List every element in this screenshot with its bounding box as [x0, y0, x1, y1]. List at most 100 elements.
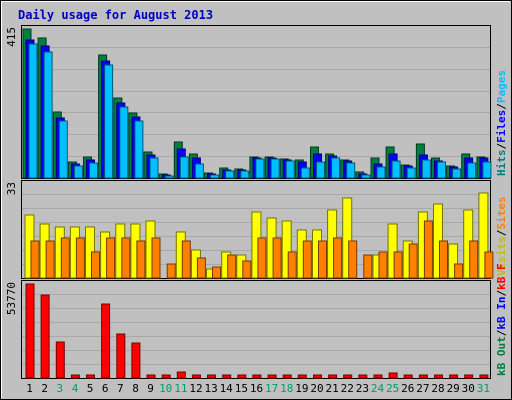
bar-sites-day-22 [348, 240, 358, 279]
legend-middle: Visits/Sites [495, 197, 508, 277]
bar-kb-f-day-30 [464, 374, 474, 379]
bar-pages-day-1 [28, 43, 38, 179]
bar-sites-day-11 [181, 240, 191, 279]
bar-sites-day-31 [484, 251, 494, 279]
bar-visits-day-25 [387, 223, 398, 279]
day-label-25: 25 [386, 382, 399, 395]
bar-pages-day-6 [104, 64, 114, 179]
day-label-17: 17 [265, 382, 278, 395]
bar-visits-day-29 [448, 243, 459, 279]
bar-pages-day-12 [194, 163, 204, 179]
bar-pages-day-31 [482, 161, 492, 179]
bar-sites-day-17 [272, 237, 282, 279]
day-label-28: 28 [431, 382, 444, 395]
day-label-2: 2 [41, 382, 48, 395]
bar-pages-day-24 [376, 166, 386, 179]
chart-title: Daily usage for August 2013 [18, 8, 213, 22]
bar-pages-day-23 [361, 174, 371, 179]
bar-pages-day-26 [406, 167, 416, 179]
bar-visits-day-18 [281, 220, 292, 279]
day-label-1: 1 [26, 382, 33, 395]
bar-visits-day-22 [342, 197, 353, 279]
legend-top: Hits/Files/Pages [495, 70, 508, 176]
bar-kb-f-day-19 [297, 374, 307, 379]
bar-pages-day-10 [164, 175, 174, 179]
bar-sites-day-15 [242, 260, 252, 279]
series-kb-f [25, 283, 489, 379]
legend-entry: Visits [495, 236, 508, 276]
bar-pages-day-14 [225, 170, 235, 179]
bar-sites-day-28 [439, 240, 448, 279]
bar-kb-f-day-29 [449, 374, 459, 379]
bar-kb-f-day-11 [176, 371, 186, 379]
bar-sites-day-10 [166, 263, 176, 279]
bar-pages-day-16 [255, 158, 265, 179]
bar-kb-f-day-28 [434, 374, 443, 379]
bar-sites-day-8 [136, 240, 146, 279]
day-label-30: 30 [462, 382, 475, 395]
day-label-11: 11 [174, 382, 187, 395]
legend-entry: kB Out [495, 336, 508, 376]
day-label-22: 22 [341, 382, 354, 395]
day-label-6: 6 [102, 382, 109, 395]
bar-pages-day-9 [149, 157, 159, 179]
day-label-10: 10 [159, 382, 172, 395]
day-label-9: 9 [147, 382, 154, 395]
bar-pages-day-20 [316, 161, 325, 179]
bar-kb-f-day-2 [40, 294, 50, 379]
legend-entry: kB In [495, 297, 508, 330]
bar-sites-day-21 [333, 237, 343, 279]
day-labels: 1 2 3 4 5 6 7 8 9 10 11 12 13 14 15 16 17 18 19 20 21 22 23 24 2… [26, 382, 490, 395]
bar-pages-day-13 [210, 174, 219, 179]
legend-entry: Pages [495, 70, 508, 103]
bar-kb-f-day-7 [116, 333, 126, 379]
bar-kb-f-day-8 [131, 342, 141, 379]
day-label-14: 14 [220, 382, 234, 395]
legend-entry: Files [495, 110, 508, 143]
bar-kb-f-day-5 [86, 374, 95, 379]
bar-sites-day-25 [393, 251, 403, 279]
bar-pages-day-8 [134, 120, 144, 179]
day-label-21: 21 [325, 382, 338, 395]
bar-pages-day-17 [270, 158, 280, 179]
bar-sites-day-20 [318, 240, 327, 279]
bar-pages-day-3 [58, 120, 68, 179]
bar-sites-day-3 [60, 237, 70, 279]
bar-kb-f-day-17 [267, 374, 277, 379]
bar-kb-f-day-25 [388, 372, 398, 379]
bar-kb-f-day-22 [343, 374, 353, 379]
bar-sites-day-16 [257, 237, 267, 279]
day-label-5: 5 [87, 382, 94, 395]
day-label-31: 31 [477, 382, 490, 395]
bar-pages-day-11 [179, 156, 189, 179]
panel-frame-bottom [21, 280, 491, 379]
bar-pages-day-21 [331, 157, 341, 179]
bar-pages-day-2 [43, 51, 53, 179]
bar-pages-day-22 [346, 162, 356, 179]
bar-pages-day-15 [240, 170, 250, 179]
day-label-27: 27 [416, 382, 429, 395]
bar-kb-f-day-21 [328, 374, 338, 379]
bar-kb-f-day-10 [161, 374, 171, 379]
bar-sites-day-9 [151, 237, 161, 279]
bar-visits-day-31 [478, 192, 489, 279]
day-label-24: 24 [371, 382, 385, 395]
day-label-3: 3 [56, 382, 63, 395]
bar-sites-day-4 [75, 237, 85, 279]
day-label-12: 12 [189, 382, 202, 395]
day-label-7: 7 [117, 382, 124, 395]
bar-kb-f-day-26 [403, 374, 413, 379]
bar-sites-day-18 [287, 251, 297, 279]
legend-bottom: kB Out/kB In/kB F [495, 263, 508, 376]
bar-pages-day-7 [119, 106, 129, 179]
bar-kb-f-day-31 [479, 374, 489, 379]
bar-kb-f-day-14 [222, 374, 232, 379]
legend-entry: / [495, 290, 508, 297]
bar-sites-day-6 [106, 237, 116, 279]
day-label-23: 23 [356, 382, 369, 395]
bar-sites-day-19 [302, 240, 312, 279]
max-label-middle: 33 [5, 182, 18, 195]
bar-sites-day-23 [363, 254, 373, 279]
